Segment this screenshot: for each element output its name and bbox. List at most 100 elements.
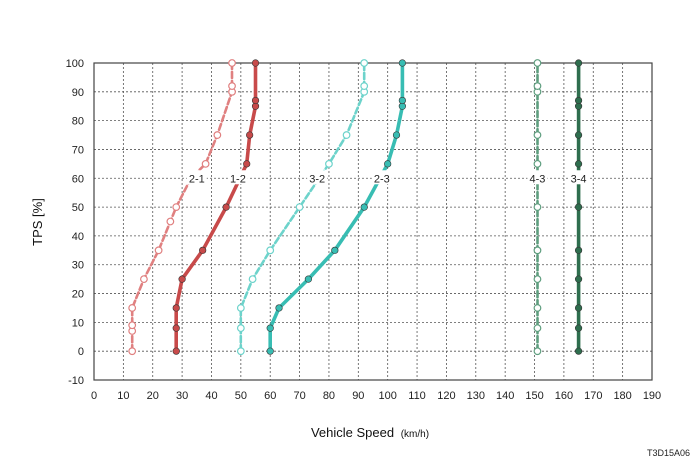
y-tick-label: -10: [68, 375, 84, 387]
data-point: [172, 203, 181, 211]
x-tick-label: 180: [613, 390, 631, 402]
y-tick-label: 50: [72, 202, 84, 214]
data-point: [236, 324, 245, 333]
data-point: [128, 347, 137, 356]
x-tick-label: 0: [91, 390, 97, 402]
series-2-3: [266, 59, 406, 355]
series-3-2: [236, 59, 369, 356]
y-tick-label: 30: [72, 260, 84, 272]
data-point: [222, 203, 230, 211]
data-point: [384, 160, 392, 168]
data-point: [398, 96, 406, 105]
data-point: [533, 246, 542, 255]
data-point: [128, 321, 137, 330]
data-point: [236, 347, 245, 356]
data-point: [331, 246, 339, 254]
data-point: [140, 275, 148, 284]
x-tick-label: 90: [352, 390, 364, 402]
data-point: [533, 59, 542, 67]
data-point: [533, 131, 542, 139]
series-3-4: [574, 59, 583, 355]
data-point: [533, 347, 542, 356]
data-point: [243, 160, 251, 168]
x-tick-label: 130: [467, 390, 485, 402]
x-tick-label: 120: [437, 390, 455, 402]
data-point: [533, 82, 542, 90]
series-label-3-2: 3-2: [309, 173, 325, 185]
data-point: [574, 96, 583, 105]
x-tick-label: 140: [496, 390, 514, 402]
x-tick-label: 100: [379, 390, 397, 402]
data-point: [228, 59, 236, 67]
data-point: [533, 304, 542, 312]
figure-code: T3D15A06: [647, 448, 690, 458]
data-point: [172, 304, 180, 312]
data-point: [178, 275, 186, 283]
data-point: [304, 275, 312, 283]
data-point: [325, 159, 333, 168]
data-point: [360, 59, 369, 67]
x-tick-label: 160: [555, 390, 573, 402]
y-tick-label: 0: [78, 346, 84, 358]
x-axis-title: Vehicle Speed: [311, 425, 394, 440]
x-tick-label: 50: [235, 390, 247, 402]
x-tick-label: 10: [117, 390, 129, 402]
plot-frame: [93, 62, 653, 381]
series-label-2-3: 2-3: [374, 173, 390, 185]
data-point: [398, 59, 406, 67]
data-point: [201, 159, 210, 168]
data-point: [199, 246, 207, 254]
series-labels: 2-1 1-2 3-2 2-3 4-3 3-4: [186, 170, 589, 185]
data-point: [236, 304, 245, 312]
data-point: [251, 59, 260, 67]
data-point: [574, 131, 583, 139]
series-group: [128, 59, 583, 356]
data-point: [360, 203, 368, 211]
series-label-3-4: 3-4: [571, 173, 587, 185]
data-point: [574, 347, 583, 355]
x-tick-label: 110: [408, 390, 426, 402]
data-point: [266, 347, 274, 355]
y-tick-label: 40: [72, 231, 84, 243]
x-tick-label: 170: [584, 390, 602, 402]
data-point: [166, 217, 175, 226]
data-point: [154, 246, 163, 255]
data-point: [172, 347, 180, 355]
data-point: [574, 246, 583, 254]
series-label-bg: [186, 170, 207, 185]
data-point: [295, 203, 304, 211]
y-tick-label: 70: [72, 144, 84, 156]
data-point: [574, 275, 583, 283]
data-point: [574, 160, 583, 168]
series-label-1-2: 1-2: [230, 173, 246, 185]
series-1-2: [172, 59, 260, 355]
y-tick-label: 20: [72, 289, 84, 301]
data-point: [251, 96, 260, 105]
data-point: [392, 131, 401, 139]
x-tick-label: 20: [147, 390, 159, 402]
y-tick-label: 80: [72, 116, 84, 128]
data-point: [275, 304, 283, 312]
x-tick-label: 60: [264, 390, 276, 402]
y-axis-title: TPS [%]: [30, 198, 45, 246]
x-tick-label: 80: [323, 390, 335, 402]
data-point: [266, 324, 274, 332]
x-tick-label: 40: [205, 390, 217, 402]
data-point: [574, 59, 583, 67]
x-tick-label: 190: [643, 390, 661, 402]
data-point: [574, 324, 583, 332]
data-point: [533, 203, 542, 211]
data-point: [533, 324, 542, 333]
y-tick-label: 10: [72, 317, 84, 329]
data-point: [248, 275, 257, 284]
x-tick-label: 70: [293, 390, 305, 402]
data-point: [266, 246, 275, 255]
y-tick-label: 100: [66, 58, 84, 70]
y-tick-label: 60: [72, 173, 84, 185]
series-4-3: [533, 59, 542, 356]
series-label-4-3: 4-3: [530, 173, 546, 185]
x-axis-title-group: Vehicle Speed (km/h): [311, 425, 429, 440]
data-point: [213, 131, 222, 139]
